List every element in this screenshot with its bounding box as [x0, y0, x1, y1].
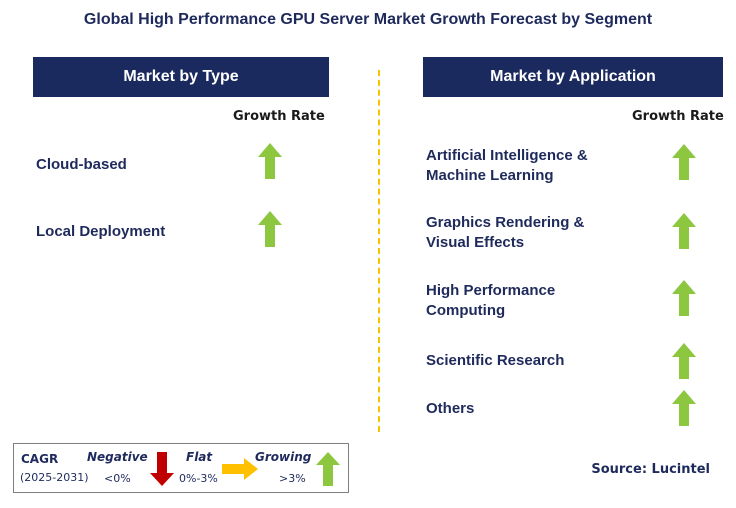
segment-label-line: Graphics Rendering &: [426, 214, 585, 231]
legend-growing-label: Growing: [255, 450, 312, 464]
growing-arrow-icon: [672, 144, 696, 180]
flat-arrow-icon: [222, 458, 258, 480]
segment-label-line: Computing: [426, 302, 506, 319]
segment-scientific-research: Scientific Research: [426, 351, 564, 371]
source-note: Source: Lucintel: [591, 462, 710, 477]
segment-others: Others: [426, 399, 474, 419]
legend-period: (2025-2031): [20, 471, 89, 484]
segment-local-deployment: Local Deployment: [36, 222, 165, 242]
market-by-application-header: Market by Application: [423, 57, 723, 97]
legend-flat-range: 0%-3%: [179, 472, 218, 485]
growing-arrow-icon: [672, 213, 696, 249]
growing-arrow-icon: [258, 211, 282, 247]
growing-arrow-icon: [672, 280, 696, 316]
segment-label-line: Cloud-based: [36, 156, 127, 173]
segment-label-line: Machine Learning: [426, 167, 554, 184]
page-title: Global High Performance GPU Server Marke…: [83, 11, 653, 28]
legend-flat-label: Flat: [186, 450, 213, 464]
legend-negative-range: <0%: [104, 472, 131, 485]
segment-graphics-rendering: Graphics Rendering & Visual Effects: [426, 213, 584, 253]
segment-label-line: Others: [426, 400, 475, 417]
cagr-legend: CAGR (2025-2031) Negative <0% Flat 0%-3%…: [13, 443, 349, 493]
segment-label-line: Local Deployment: [36, 223, 166, 240]
negative-arrow-icon: [150, 452, 174, 486]
segment-label-line: Artificial Intelligence &: [426, 147, 588, 164]
market-by-type-header: Market by Type: [33, 57, 329, 97]
type-growth-rate-label: Growth Rate: [233, 109, 325, 124]
growing-arrow-icon: [316, 452, 340, 486]
panel-divider: [378, 70, 380, 432]
segment-label-line: Scientific Research: [426, 352, 565, 369]
growing-arrow-icon: [672, 390, 696, 426]
application-growth-rate-label: Growth Rate: [632, 109, 724, 124]
legend-negative-label: Negative: [87, 450, 148, 464]
legend-growing-range: >3%: [279, 472, 306, 485]
segment-cloud-based: Cloud-based: [36, 155, 127, 175]
growing-arrow-icon: [672, 343, 696, 379]
segment-label-line: Visual Effects: [426, 234, 525, 251]
segment-hpc: High Performance Computing: [426, 281, 555, 321]
segment-ai-ml: Artificial Intelligence & Machine Learni…: [426, 146, 588, 186]
segment-label-line: High Performance: [426, 282, 556, 299]
growing-arrow-icon: [258, 143, 282, 179]
legend-cagr-label: CAGR: [21, 452, 59, 466]
